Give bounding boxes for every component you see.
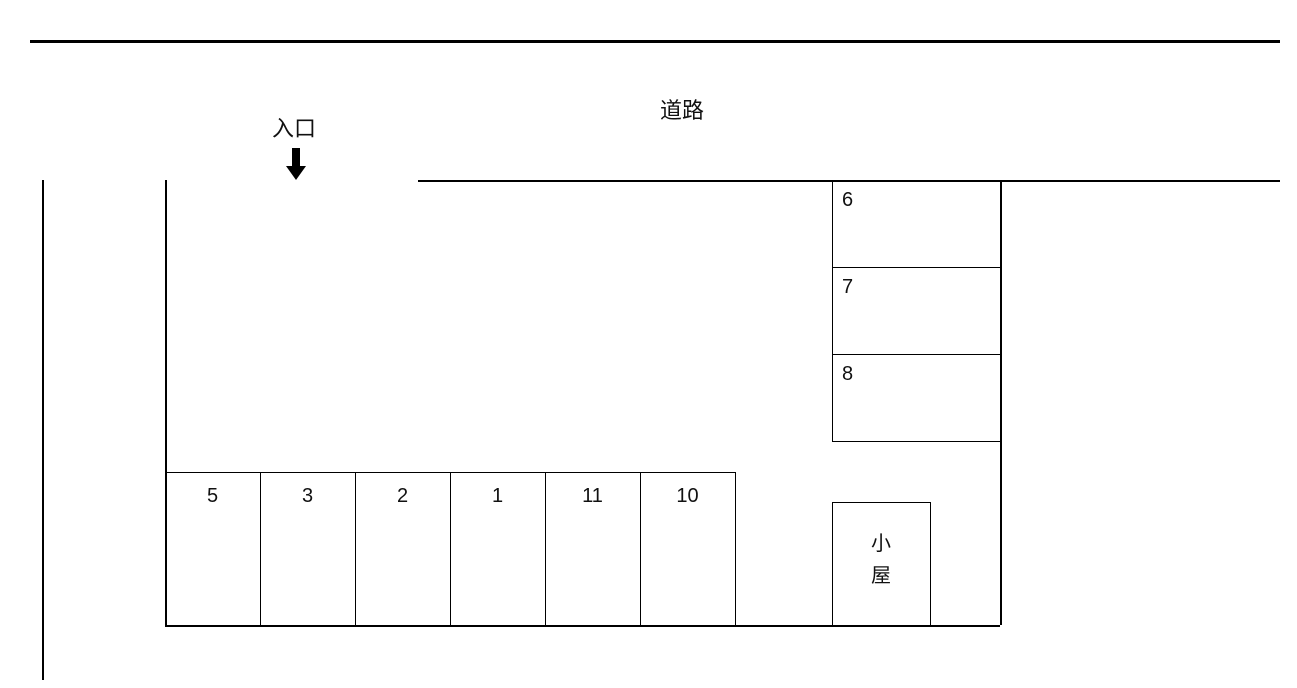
bottom-row-div-3 [450, 472, 451, 625]
right-col-div-1 [832, 267, 1000, 268]
stall-label-3: 3 [302, 486, 313, 506]
stall-label-1: 1 [492, 486, 503, 506]
lot-left-line [165, 180, 167, 625]
stall-label-6: 6 [842, 190, 853, 210]
shed-label: 小屋 [866, 528, 896, 592]
bottom-row-div-1 [260, 472, 261, 625]
bottom-row-div-6 [735, 472, 736, 625]
entrance-label: 入口 [272, 118, 316, 140]
stall-label-11: 11 [582, 486, 603, 506]
stall-label-10: 10 [676, 486, 698, 506]
bottom-row-div-5 [640, 472, 641, 625]
stall-label-5: 5 [207, 486, 218, 506]
shed-top [832, 502, 930, 503]
stall-label-7: 7 [842, 277, 853, 297]
lot-bottom-line [165, 625, 1000, 627]
stall-label-2: 2 [397, 486, 408, 506]
road-label: 道路 [660, 100, 704, 122]
right-col-div-2 [832, 354, 1000, 355]
outer-left-line [42, 180, 44, 680]
stall-label-8: 8 [842, 364, 853, 384]
right-col-left [832, 180, 833, 441]
road-bottom-line [418, 180, 1280, 182]
lot-right-line [1000, 180, 1002, 625]
bottom-row-div-4 [545, 472, 546, 625]
parking-layout-diagram: 53211110678道路入口小屋 [0, 0, 1297, 688]
bottom-row-div-2 [355, 472, 356, 625]
road-top-line [30, 40, 1280, 43]
shed-right [930, 502, 931, 625]
shed-left [832, 502, 833, 625]
right-col-div-3 [832, 441, 1000, 442]
